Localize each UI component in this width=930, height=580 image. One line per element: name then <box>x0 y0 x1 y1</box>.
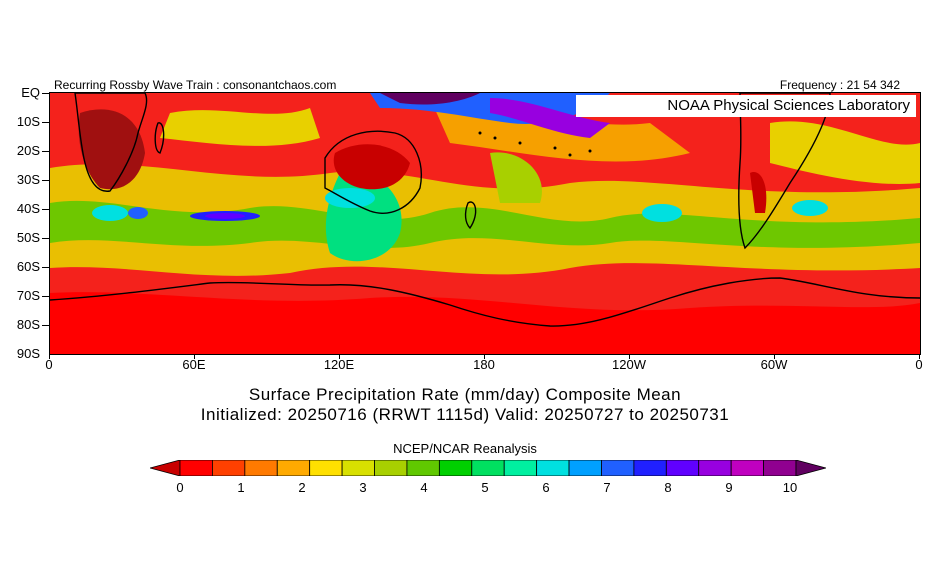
precip-field-yellow <box>50 97 920 276</box>
coastline-islands <box>478 131 592 157</box>
title-line2: Initialized: 20250716 (RRWT 1115d) Valid… <box>200 405 730 424</box>
lon-tick <box>484 354 485 359</box>
lat-tick <box>42 93 49 94</box>
colorbar-segment <box>341 460 375 476</box>
colorbar-segment <box>374 460 408 476</box>
colorbar-segment <box>212 460 246 476</box>
precip-field <box>50 93 920 354</box>
colorbar-label-6: 6 <box>542 480 550 495</box>
lon-tick <box>774 354 775 359</box>
lon-tick <box>339 354 340 359</box>
colorbar-high-arrow <box>795 460 826 476</box>
lon-label-0: 0 <box>45 357 53 372</box>
lat-tick <box>42 180 49 181</box>
colorbar-segment <box>438 460 473 476</box>
coastlines <box>50 93 920 327</box>
header-site-label: Recurring Rossby Wave Train : consonantc… <box>54 78 337 92</box>
colorbar-segment <box>536 460 570 476</box>
colorbar-low-arrow <box>150 460 181 476</box>
colorbar-label-4: 4 <box>420 480 428 495</box>
colorbar-segment <box>179 460 213 476</box>
lon-tick <box>194 354 195 359</box>
lat-label-80s: 80S <box>16 317 40 332</box>
colorbar-segment <box>244 460 278 476</box>
precip-field-green <box>50 152 920 262</box>
lat-label-30s: 30S <box>16 172 40 187</box>
colorbar-segment <box>698 460 732 476</box>
lon-label-60w: 60W <box>760 357 788 372</box>
colorbar-segment <box>276 460 311 476</box>
colorbar-segment <box>730 460 764 476</box>
precip-field-dark-red <box>50 109 920 354</box>
lat-label-90s: 90S <box>16 346 40 361</box>
lab-label: NOAA Physical Sciences Laboratory <box>576 95 916 117</box>
colorbar-segment <box>471 460 505 476</box>
lat-tick <box>42 296 49 297</box>
colorbar-label-2: 2 <box>298 480 306 495</box>
lat-label-50s: 50S <box>16 230 40 245</box>
colorbar-segment <box>665 460 700 476</box>
precip-field-cyan <box>92 188 828 222</box>
colorbar <box>150 460 826 476</box>
lat-label-70s: 70S <box>16 288 40 303</box>
colorbar-label-9: 9 <box>725 480 733 495</box>
lon-label-120w: 120W <box>612 357 646 372</box>
lat-label-20s: 20S <box>16 143 40 158</box>
colorbar-segment <box>633 460 667 476</box>
lon-label-180: 180 <box>473 357 495 372</box>
colorbar-segment <box>568 460 602 476</box>
lon-label-60e: 60E <box>182 357 206 372</box>
colorbar-label-7: 7 <box>603 480 611 495</box>
lat-label-40s: 40S <box>16 201 40 216</box>
colorbar-label-10: 10 <box>782 480 798 495</box>
lat-tick <box>42 267 49 268</box>
lon-tick <box>49 354 50 359</box>
lon-label-120e: 120E <box>323 357 355 372</box>
lon-label-0-end: 0 <box>915 357 923 372</box>
lat-label-eq: EQ <box>21 85 40 100</box>
colorbar-label-0: 0 <box>176 480 184 495</box>
colorbar-label-1: 1 <box>237 480 245 495</box>
lat-tick <box>42 325 49 326</box>
lat-tick <box>42 122 49 123</box>
colorbar-label-5: 5 <box>481 480 489 495</box>
colorbar-label-3: 3 <box>359 480 367 495</box>
lat-tick <box>42 151 49 152</box>
lon-tick <box>919 354 920 359</box>
colorbar-segment <box>503 460 538 476</box>
lat-label-10s: 10S <box>16 114 40 129</box>
colorbar-segment <box>601 460 635 476</box>
lon-tick <box>629 354 630 359</box>
lat-tick <box>42 209 49 210</box>
colorbar-label-8: 8 <box>664 480 672 495</box>
colorbar-segment <box>406 460 440 476</box>
data-source-label: NCEP/NCAR Reanalysis <box>393 441 537 456</box>
header-frequency-label: Frequency : 21 54 342 <box>779 78 900 92</box>
colorbar-segment <box>763 460 797 476</box>
colorbar-segment <box>309 460 343 476</box>
lat-label-60s: 60S <box>16 259 40 274</box>
lat-tick <box>42 238 49 239</box>
precipitation-map: NOAA Physical Sciences Laboratory <box>49 92 921 355</box>
title-line1: Surface Precipitation Rate (mm/day) Comp… <box>248 385 682 404</box>
